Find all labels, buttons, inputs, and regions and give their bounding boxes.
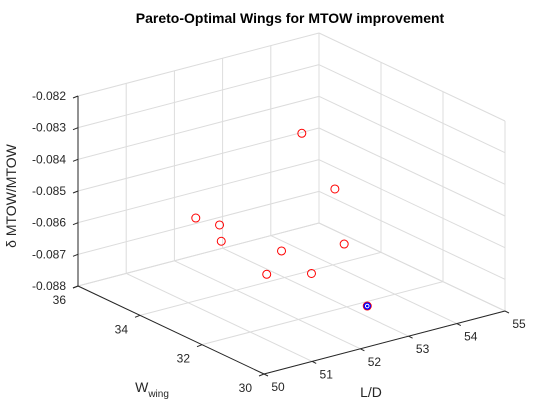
y-tick [134, 314, 141, 318]
x-tick-label: 50 [271, 380, 285, 394]
z-tick-label: -0.087 [32, 247, 66, 261]
x-tick [456, 323, 462, 327]
axes-layer [72, 95, 510, 377]
z-tick [72, 95, 79, 99]
chart-title: Pareto-Optimal Wings for MTOW improvemen… [136, 10, 445, 26]
z-tick-label: -0.085 [32, 184, 66, 198]
z-axis-label: δ MTOW/MTOW [3, 143, 19, 247]
data-point [297, 128, 307, 138]
grid-line-floor-x [174, 260, 361, 350]
x-tick-label: 54 [464, 330, 478, 344]
grid-line-side-z [318, 95, 506, 185]
x-tick-label: 55 [512, 317, 526, 331]
data-point [262, 269, 272, 279]
grid-layer [77, 32, 506, 375]
y-axis-label-base: W [135, 379, 149, 395]
highlighted-data-point [363, 302, 371, 310]
grid-line-back-z [77, 64, 320, 129]
z-tick-label: -0.084 [32, 152, 66, 166]
x-tick [408, 335, 413, 339]
grid-line-back-z [77, 127, 320, 192]
grid-line-back-z [77, 32, 320, 97]
data-point [330, 184, 340, 194]
x-tick-label: 53 [416, 342, 430, 356]
data-points [191, 128, 372, 311]
y-tick-label: 32 [177, 352, 191, 366]
highlighted-data-point-center [365, 304, 369, 308]
y-axis-line [77, 285, 265, 375]
grid-line-back-z [77, 159, 320, 224]
y-tick-label: 30 [239, 381, 253, 395]
x-tick [360, 348, 365, 352]
data-point [215, 220, 225, 230]
data-point [306, 268, 316, 278]
grid-line-side-z [318, 127, 506, 217]
z-tick-label: -0.083 [32, 121, 66, 135]
data-point [191, 213, 201, 223]
grid-line-floor-x [125, 272, 313, 362]
grid-line-back-z [77, 190, 320, 255]
grid-line-back-z [77, 95, 320, 160]
data-point [216, 236, 226, 246]
y-axis-label-sub: wing [147, 389, 169, 400]
data-point [339, 239, 349, 249]
z-tick-label: -0.082 [32, 89, 66, 103]
x-tick-label: 51 [320, 367, 334, 381]
x-axis-label: L/D [360, 384, 382, 400]
grid-line-side-z [318, 222, 506, 312]
x-tick [504, 310, 510, 314]
grid-line-side-z [318, 159, 506, 249]
y-axis-label: Wwing [135, 379, 169, 400]
z-tick [72, 127, 79, 131]
data-point [362, 301, 372, 311]
z-tick [72, 253, 79, 257]
x-tick [311, 360, 317, 364]
grid-line-floor-x [222, 247, 409, 337]
z-tick [72, 158, 79, 162]
grid-line-floor-x [270, 235, 458, 325]
y-tick-label: 36 [53, 293, 67, 307]
x-tick-label: 52 [368, 355, 382, 369]
y-tick [258, 373, 265, 377]
tick-labels: 50 51 52 53 54 55 30 32 34 36-0.088 -0.087 -0.086 -0… [32, 89, 526, 395]
y-tick-label: 34 [115, 322, 129, 336]
grid-line-floor-y [201, 281, 444, 346]
grid-line-side-z [318, 190, 506, 280]
grid-line-side-z [318, 64, 506, 154]
x-tick [263, 373, 269, 377]
grid-line-side-z [318, 32, 506, 122]
z-tick [72, 285, 79, 289]
z-tick [72, 222, 79, 226]
x-axis-line [263, 310, 506, 375]
z-tick-label: -0.088 [32, 279, 66, 293]
grid-line-floor-y [139, 251, 382, 316]
grid-line-back-z [77, 222, 320, 287]
z-tick [72, 190, 79, 194]
z-tick-label: -0.086 [32, 216, 66, 230]
y-tick [196, 344, 203, 348]
data-point [277, 246, 287, 256]
